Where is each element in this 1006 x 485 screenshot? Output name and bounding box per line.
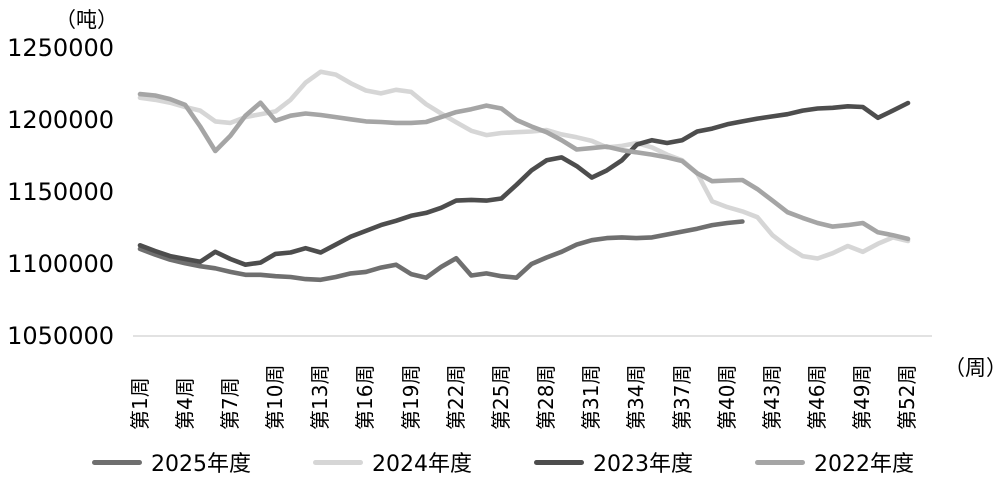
legend-label: 2023年度 xyxy=(593,452,693,477)
x-tick-label: 第4周 xyxy=(172,377,197,430)
legend-label: 2022年度 xyxy=(814,452,914,477)
legend-label: 2025年度 xyxy=(151,452,251,477)
legend-swatch-2022年度 xyxy=(755,459,805,465)
legend-swatch-2024年度 xyxy=(313,459,363,465)
x-tick-label: 第10周 xyxy=(263,364,288,430)
x-tick-label: 第16周 xyxy=(353,364,378,430)
y-tick-label: 1100000 xyxy=(7,250,114,278)
legend-item-2022年度: 2022年度 xyxy=(755,446,914,478)
y-tick-label: 1250000 xyxy=(7,34,114,62)
x-tick-label: 第31周 xyxy=(579,364,604,430)
x-tick-label: 第19周 xyxy=(398,364,423,430)
x-tick-label: 第7周 xyxy=(217,377,242,430)
y-tick-label: 1150000 xyxy=(7,178,114,206)
x-tick-label: 第43周 xyxy=(759,364,784,430)
x-tick-label: 第1周 xyxy=(127,377,152,430)
x-tick-label: 第37周 xyxy=(669,364,694,430)
x-tick-label: 第40周 xyxy=(714,364,739,430)
y-tick-label: 1200000 xyxy=(7,106,114,134)
legend-item-2024年度: 2024年度 xyxy=(313,446,472,478)
x-tick-label: 第49周 xyxy=(850,364,875,430)
x-tick-label: 第46周 xyxy=(805,364,830,430)
x-tick-label: 第28周 xyxy=(534,364,559,430)
x-tick-label: 第22周 xyxy=(443,364,468,430)
legend-item-2023年度: 2023年度 xyxy=(534,446,693,478)
chart-legend: 2025年度 2024年度 2023年度 2022年度 xyxy=(0,446,1006,478)
y-tick-label: 1050000 xyxy=(7,322,114,350)
x-tick-label: 第13周 xyxy=(308,364,333,430)
x-tick-label: 第34周 xyxy=(624,364,649,430)
x-axis-unit-label: （周） xyxy=(944,356,1006,380)
x-tick-label: 第52周 xyxy=(895,364,920,430)
series-line-2025年度 xyxy=(137,219,745,283)
legend-swatch-2025年度 xyxy=(92,459,142,465)
legend-item-2025年度: 2025年度 xyxy=(92,446,251,478)
x-tick-label: 第25周 xyxy=(488,364,513,430)
series-line-2022年度 xyxy=(137,91,911,242)
legend-swatch-2023年度 xyxy=(534,459,584,465)
series-line-2023年度 xyxy=(137,100,911,268)
y-axis-unit-label: （吨） xyxy=(55,8,118,32)
legend-label: 2024年度 xyxy=(372,452,472,477)
series-line-2024年度 xyxy=(137,69,911,261)
